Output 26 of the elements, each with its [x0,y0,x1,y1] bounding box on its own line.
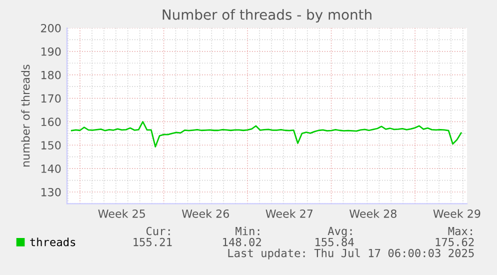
y-tick-label: 170 [41,94,61,103]
text: 148.02 [223,238,261,246]
x-tick-label: Week 29 [433,209,480,218]
legend-label: threads [30,238,76,246]
text: 155.84 [316,238,354,246]
text: 155.21 [134,238,172,246]
chart-title: Number of threads - by month [162,9,372,23]
text: 175.62 [436,238,474,246]
x-tick-label: Week 27 [266,209,313,218]
y-tick-label: 180 [41,70,61,80]
text: Cur: [146,226,170,236]
line-series [70,121,462,148]
x-tick-label: Week 26 [182,209,229,218]
y-tick-label: 200 [41,24,61,32]
text: Last update: Thu Jul 17 06:00:03 2025 [228,248,474,260]
text: Avg: [328,226,352,238]
y-tick-label: 150 [41,141,61,150]
x-tick-label: Week 25 [98,209,145,218]
y-tick-label: 130 [41,188,61,196]
text: Min: [236,226,260,236]
y-tick-label: 160 [41,118,61,126]
text: Max: [448,226,472,236]
y-tick-label: 190 [41,47,61,56]
x-tick-label: Week 28 [349,209,396,218]
y-axis-title: number of threads [21,64,30,167]
y-tick-label: 140 [41,164,61,173]
